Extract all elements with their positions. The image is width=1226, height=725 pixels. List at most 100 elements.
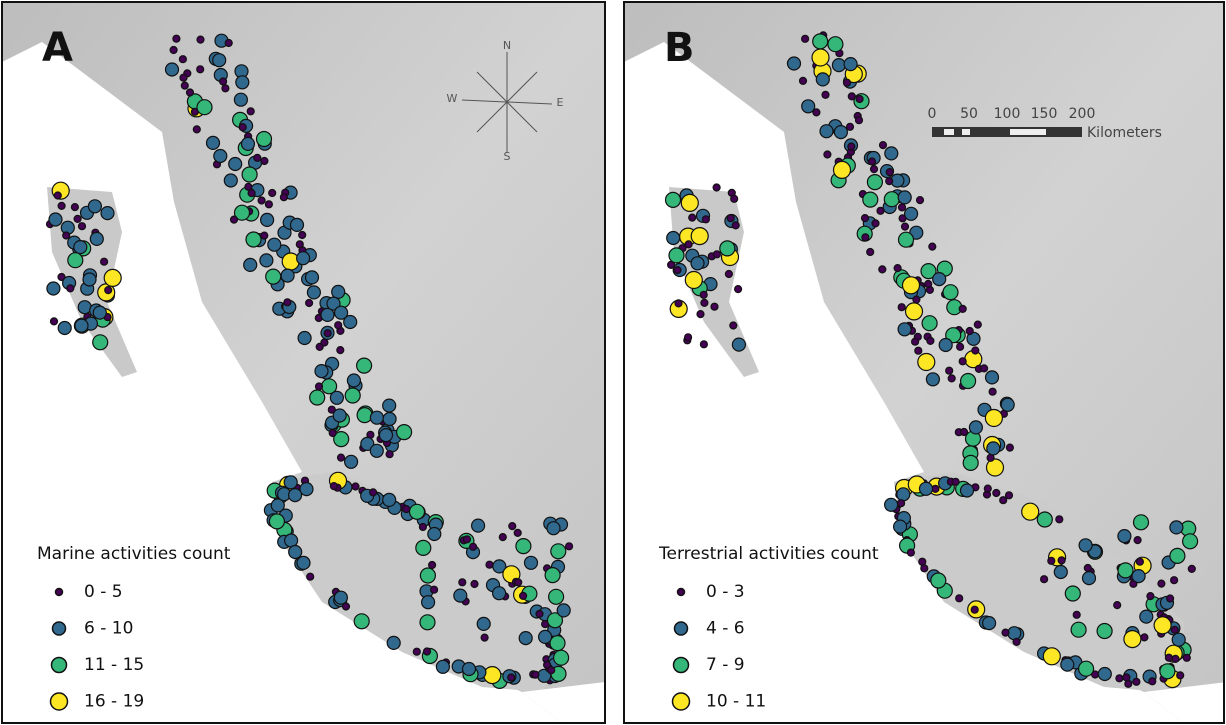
site-marker: [197, 100, 212, 115]
legend-swatch: [673, 693, 690, 710]
site-marker: [1183, 654, 1190, 661]
site-marker: [166, 63, 179, 76]
site-marker: [971, 606, 978, 613]
site-marker: [926, 373, 939, 386]
site-marker: [907, 549, 914, 556]
site-marker: [170, 47, 177, 54]
panel-label: A: [42, 25, 73, 71]
site-marker: [1071, 622, 1086, 637]
site-marker: [898, 304, 905, 311]
site-marker: [332, 285, 345, 298]
site-marker: [902, 223, 909, 230]
site-marker: [181, 82, 188, 89]
site-marker: [961, 484, 974, 497]
site-marker: [51, 318, 58, 325]
site-marker: [1123, 674, 1130, 681]
site-marker: [727, 215, 734, 222]
site-marker: [720, 241, 735, 256]
site-marker: [956, 595, 963, 602]
site-marker: [493, 587, 506, 600]
site-marker: [981, 365, 988, 372]
site-marker: [463, 663, 476, 676]
site-marker: [214, 150, 227, 163]
site-marker: [957, 343, 964, 350]
site-marker: [1006, 444, 1013, 451]
site-marker: [920, 482, 933, 495]
scale-tick: 100: [994, 106, 1021, 122]
site-marker: [416, 540, 431, 555]
site-marker: [1172, 655, 1179, 662]
site-marker: [961, 429, 968, 436]
site-marker: [557, 604, 570, 617]
site-marker: [1037, 512, 1052, 527]
site-marker: [333, 409, 346, 422]
legend-label: 11 - 15: [84, 655, 144, 675]
legend-swatch: [56, 589, 63, 596]
site-marker: [499, 534, 506, 541]
site-marker: [63, 232, 70, 239]
site-marker: [697, 311, 704, 318]
site-marker: [931, 573, 946, 588]
site-marker: [247, 108, 254, 115]
site-marker: [1167, 595, 1174, 602]
site-marker: [213, 54, 226, 67]
site-marker: [79, 223, 86, 230]
site-marker: [261, 158, 268, 165]
site-marker: [966, 328, 973, 335]
site-marker: [905, 207, 918, 220]
site-marker: [429, 562, 436, 569]
site-marker: [899, 204, 906, 211]
site-marker: [1140, 610, 1153, 623]
site-marker: [1183, 534, 1198, 549]
site-marker: [834, 161, 851, 178]
site-marker: [307, 286, 320, 299]
compass-e: E: [557, 96, 564, 109]
site-marker: [246, 232, 261, 247]
site-marker: [869, 158, 876, 165]
site-marker: [380, 429, 393, 442]
site-marker: [486, 561, 493, 568]
site-marker: [509, 523, 516, 530]
site-marker: [515, 579, 522, 586]
site-marker: [898, 323, 911, 336]
legend-swatch: [674, 658, 689, 673]
site-marker: [1118, 530, 1131, 543]
site-marker: [689, 214, 696, 221]
site-marker: [316, 383, 323, 390]
site-marker: [1172, 633, 1185, 646]
site-marker: [337, 347, 344, 354]
legend-title: Marine activities count: [37, 544, 231, 564]
site-marker: [848, 93, 855, 100]
site-marker: [306, 300, 313, 307]
site-marker: [1043, 648, 1060, 665]
site-marker: [713, 251, 720, 258]
site-marker: [90, 232, 103, 245]
site-marker: [986, 371, 999, 384]
site-marker: [397, 425, 412, 440]
site-marker: [173, 35, 180, 42]
scale-tick: 150: [1031, 106, 1058, 122]
site-marker: [74, 241, 87, 254]
site-marker: [885, 147, 898, 160]
site-marker: [1065, 586, 1080, 601]
site-marker: [800, 77, 807, 84]
site-marker: [1079, 661, 1094, 676]
site-marker: [906, 303, 923, 320]
site-marker: [927, 337, 934, 344]
site-marker: [280, 194, 287, 201]
site-marker: [871, 166, 878, 173]
site-marker: [929, 243, 936, 250]
site-marker: [669, 248, 684, 263]
legend-swatch: [678, 589, 685, 596]
site-marker: [939, 339, 952, 352]
site-marker: [844, 79, 851, 86]
site-marker: [788, 57, 801, 70]
site-marker: [345, 455, 358, 468]
site-marker: [245, 183, 252, 190]
site-marker: [484, 667, 501, 684]
site-marker: [946, 367, 953, 374]
site-marker: [897, 488, 910, 501]
site-marker: [54, 192, 61, 199]
site-marker: [1124, 631, 1141, 648]
site-marker: [1013, 638, 1020, 645]
